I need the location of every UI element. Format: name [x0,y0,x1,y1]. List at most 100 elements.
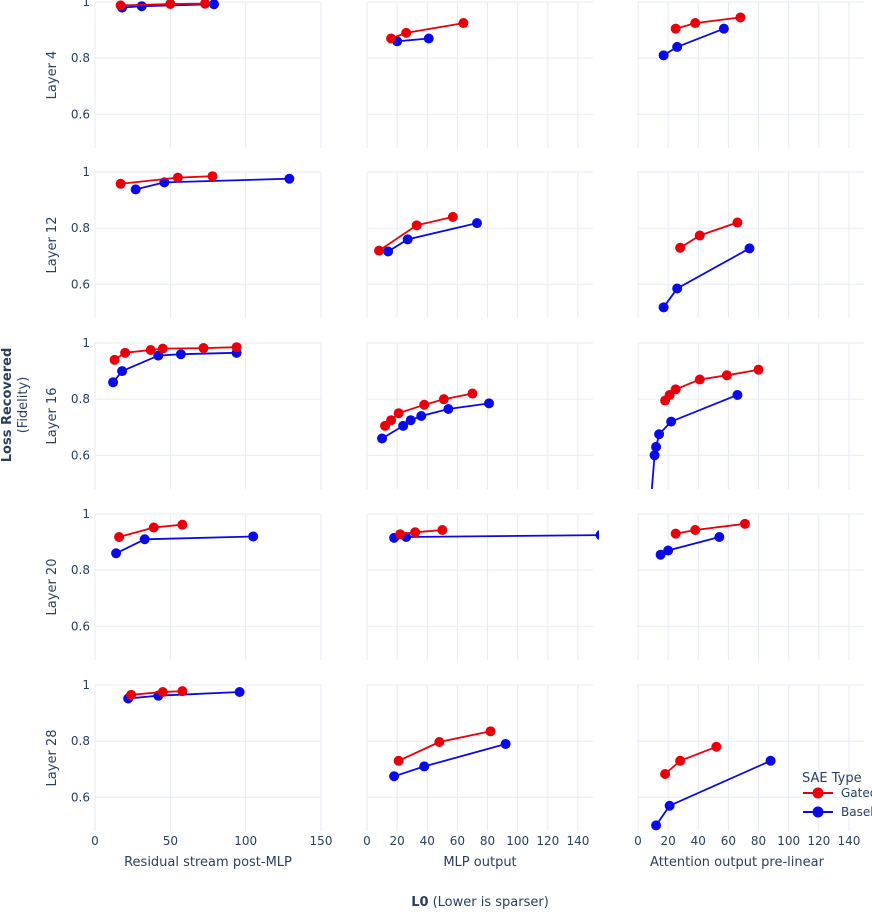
point-gated-r2-c2-5[interactable] [753,364,764,375]
point-gated-r3-c2-0[interactable] [670,528,681,539]
point-gated-r1-c1-0[interactable] [374,245,385,256]
point-gated-r4-c2-1[interactable] [675,755,686,766]
point-baseline-r1-c1-2[interactable] [471,218,482,229]
point-gated-r0-c1-0[interactable] [386,33,397,44]
point-gated-r1-c0-0[interactable] [115,178,126,189]
point-baseline-r4-c0-2[interactable] [234,687,245,698]
point-baseline-r2-c0-3[interactable] [175,349,186,360]
point-gated-r4-c0-0[interactable] [126,689,137,700]
legend-item-baseline[interactable]: Baseline [803,805,872,819]
point-baseline-r2-c1-0[interactable] [377,433,388,444]
point-baseline-r4-c2-2[interactable] [765,755,776,766]
point-baseline-r4-c2-0[interactable] [651,820,662,831]
point-baseline-r1-c1-1[interactable] [402,234,413,245]
point-baseline-r2-c1-3[interactable] [416,411,427,421]
point-gated-r0-c2-1[interactable] [690,18,701,29]
point-baseline-r2-c0-0[interactable] [108,377,119,388]
point-baseline-r2-c1-2[interactable] [405,415,416,426]
point-gated-r3-c0-0[interactable] [114,532,125,543]
legend-item-gated[interactable]: Gated [803,786,872,800]
point-baseline-r4-c1-2[interactable] [500,738,511,749]
point-baseline-r2-c2-4[interactable] [666,416,677,427]
panel-r2-c0 [108,342,242,388]
point-gated-r3-c0-2[interactable] [177,519,188,530]
point-baseline-r1-c2-0[interactable] [658,302,669,313]
point-baseline-r4-c2-1[interactable] [664,800,675,811]
point-gated-r3-c1-2[interactable] [437,525,448,536]
point-gated-r2-c1-4[interactable] [438,394,449,405]
point-gated-r2-c1-2[interactable] [393,408,404,419]
point-baseline-r0-c2-0[interactable] [658,50,669,61]
y-tick-label-r1-0: 0.6 [71,277,90,291]
point-baseline-r3-c2-2[interactable] [714,532,725,543]
point-baseline-r2-c1-4[interactable] [443,403,454,414]
point-baseline-r1-c0-2[interactable] [284,173,295,184]
point-gated-r0-c2-0[interactable] [670,23,681,34]
point-baseline-r4-c1-0[interactable] [389,771,400,782]
point-gated-r0-c1-1[interactable] [401,27,412,38]
point-gated-r0-c0-1[interactable] [165,0,176,9]
point-baseline-r3-c0-2[interactable] [248,531,259,542]
point-baseline-r1-c2-2[interactable] [744,243,755,254]
point-gated-r3-c2-1[interactable] [690,525,701,536]
point-gated-r0-c1-2[interactable] [458,18,469,29]
point-gated-r2-c2-3[interactable] [694,374,705,385]
point-gated-r2-c0-0[interactable] [109,354,120,365]
point-baseline-r2-c0-1[interactable] [117,366,128,377]
point-baseline-r0-c2-2[interactable] [718,23,729,34]
point-gated-r2-c2-4[interactable] [721,370,732,381]
point-gated-r4-c0-1[interactable] [157,687,168,698]
point-baseline-r0-c0-2[interactable] [209,0,220,10]
point-baseline-r2-c1-5[interactable] [484,398,495,409]
point-gated-r3-c1-0[interactable] [395,529,406,540]
point-gated-r1-c0-2[interactable] [207,171,218,182]
point-gated-r2-c0-4[interactable] [198,343,209,354]
point-baseline-r3-c2-0[interactable] [655,549,666,560]
point-baseline-r2-c1-1[interactable] [398,420,409,431]
point-gated-r0-c2-2[interactable] [735,12,746,23]
point-baseline-r1-c2-1[interactable] [672,283,683,294]
point-baseline-r0-c2-1[interactable] [672,41,683,52]
point-baseline-r0-c1-1[interactable] [423,33,434,44]
point-baseline-r0-c0-1[interactable] [136,1,147,12]
point-gated-r1-c1-2[interactable] [447,211,458,222]
point-gated-r4-c1-2[interactable] [485,726,496,737]
point-gated-r3-c0-1[interactable] [148,522,159,533]
point-gated-r3-c2-2[interactable] [739,518,750,529]
point-gated-r4-c2-2[interactable] [711,741,722,752]
point-gated-r4-c1-1[interactable] [434,736,445,747]
column-title-0: Residual stream post-MLP [124,855,292,870]
point-baseline-r3-c2-1[interactable] [663,545,674,556]
point-gated-r4-c0-2[interactable] [177,686,188,697]
point-baseline-r1-c0-0[interactable] [130,184,141,195]
panel-r0-c1 [386,18,469,47]
point-baseline-r2-c2-3[interactable] [654,429,665,440]
point-gated-r2-c1-1[interactable] [386,415,397,426]
point-baseline-r3-c0-1[interactable] [139,534,150,545]
point-baseline-r2-c2-2[interactable] [651,441,662,452]
point-gated-r2-c0-1[interactable] [120,347,131,358]
point-gated-r4-c2-0[interactable] [660,769,671,780]
point-baseline-r2-c2-1[interactable] [649,450,660,461]
point-gated-r2-c0-2[interactable] [145,345,156,356]
point-baseline-r3-c0-0[interactable] [111,548,122,559]
point-gated-r2-c0-3[interactable] [157,343,168,354]
point-gated-r4-c1-0[interactable] [393,755,404,766]
point-gated-r1-c2-1[interactable] [694,230,705,241]
point-gated-r2-c0-5[interactable] [231,342,242,353]
point-gated-r1-c2-2[interactable] [732,217,743,228]
point-gated-r0-c0-2[interactable] [199,0,210,9]
point-gated-r2-c1-3[interactable] [419,399,430,410]
point-gated-r1-c1-1[interactable] [411,220,422,231]
point-gated-r1-c2-0[interactable] [675,242,686,253]
point-baseline-r1-c1-0[interactable] [383,246,394,257]
point-gated-r2-c2-2[interactable] [670,384,681,395]
point-baseline-r4-c1-1[interactable] [419,761,430,772]
point-gated-r3-c1-1[interactable] [410,527,421,538]
point-gated-r2-c1-5[interactable] [467,388,478,399]
point-baseline-r3-c1-2[interactable] [595,530,606,540]
point-baseline-r2-c2-5[interactable] [732,389,743,400]
point-gated-r1-c0-1[interactable] [172,172,183,183]
point-gated-r0-c0-0[interactable] [115,0,126,11]
